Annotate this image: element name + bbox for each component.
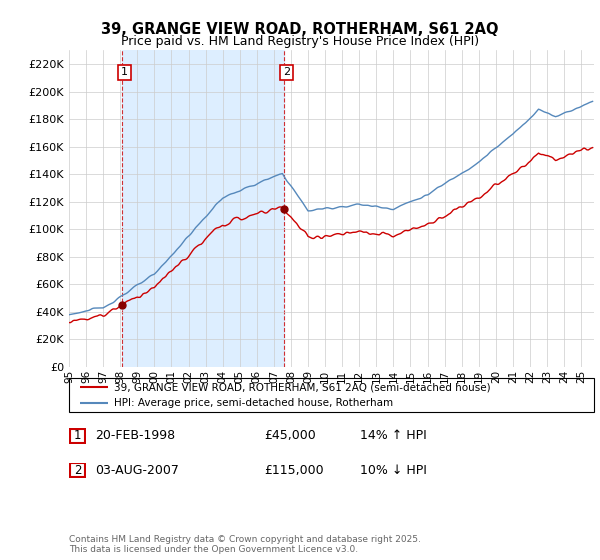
Text: 20-FEB-1998: 20-FEB-1998 (95, 429, 175, 442)
Text: £45,000: £45,000 (264, 429, 316, 442)
Text: 2: 2 (283, 67, 290, 77)
Text: 1: 1 (74, 429, 81, 442)
Text: 39, GRANGE VIEW ROAD, ROTHERHAM, S61 2AQ: 39, GRANGE VIEW ROAD, ROTHERHAM, S61 2AQ (101, 22, 499, 38)
Text: Contains HM Land Registry data © Crown copyright and database right 2025.
This d: Contains HM Land Registry data © Crown c… (69, 535, 421, 554)
Text: 2: 2 (74, 464, 81, 477)
Text: 1: 1 (121, 67, 128, 77)
Text: HPI: Average price, semi-detached house, Rotherham: HPI: Average price, semi-detached house,… (113, 398, 393, 408)
Bar (122, 50, 284, 367)
Text: Price paid vs. HM Land Registry's House Price Index (HPI): Price paid vs. HM Land Registry's House … (121, 35, 479, 48)
Text: 14% ↑ HPI: 14% ↑ HPI (360, 429, 427, 442)
Text: 39, GRANGE VIEW ROAD, ROTHERHAM, S61 2AQ (semi-detached house): 39, GRANGE VIEW ROAD, ROTHERHAM, S61 2AQ… (113, 382, 490, 393)
Text: 03-AUG-2007: 03-AUG-2007 (95, 464, 179, 477)
Text: £115,000: £115,000 (264, 464, 323, 477)
Text: 10% ↓ HPI: 10% ↓ HPI (360, 464, 427, 477)
